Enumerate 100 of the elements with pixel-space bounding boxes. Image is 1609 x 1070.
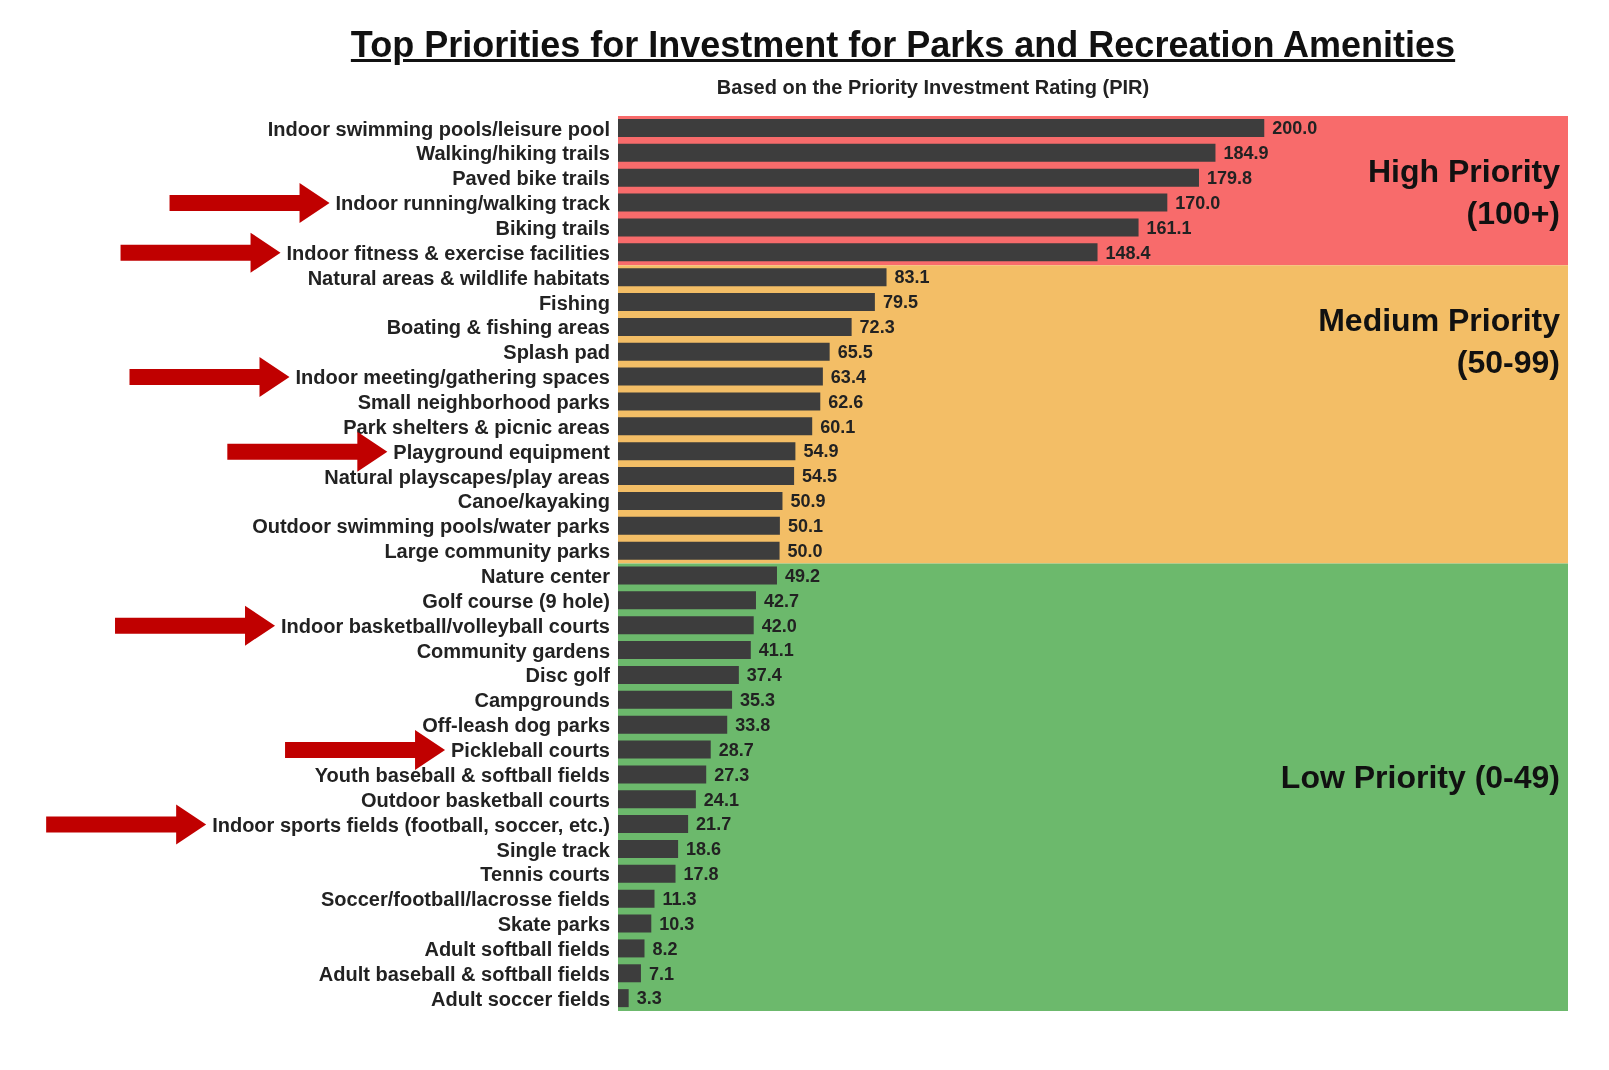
y-tick-label: Playground equipment [393, 440, 611, 463]
data-label: 28.7 [718, 739, 754, 760]
data-label: 179.8 [1206, 168, 1253, 189]
bar [618, 815, 689, 834]
bar [618, 914, 652, 933]
y-tick-label: Youth baseball & softball fields [314, 763, 610, 786]
data-label: 37.4 [746, 665, 782, 686]
data-label: 148.4 [1105, 242, 1151, 263]
bar [618, 491, 783, 510]
data-label: 200.0 [1272, 118, 1318, 139]
data-label: 42.0 [761, 615, 797, 636]
y-tick-label: Boating & fishing areas [386, 316, 610, 339]
data-label: 184.9 [1223, 143, 1269, 164]
y-tick-label: Adult soccer fields [431, 987, 610, 1010]
bar [618, 964, 641, 983]
y-tick-label: Outdoor swimming pools/water parks [252, 515, 610, 538]
data-label: 10.3 [659, 913, 695, 934]
data-label: 62.6 [828, 391, 864, 412]
y-tick-label: Small neighborhood parks [357, 391, 610, 413]
band-label: Medium Priority (50-99) [1318, 302, 1561, 380]
bar [618, 367, 823, 386]
bar [618, 218, 1139, 237]
bar [618, 839, 679, 858]
data-label: 65.5 [837, 342, 873, 363]
chart-title: Top Priorities for Investment for Parks and Recreation Amenities [349, 23, 1457, 66]
bar [618, 193, 1168, 212]
y-tick-label: Adult softball fields [424, 937, 610, 960]
bar [618, 516, 780, 535]
data-label: 3.3 [636, 988, 662, 1009]
bar [618, 119, 1265, 137]
data-label: 83.1 [894, 267, 930, 288]
data-label: 50.9 [790, 491, 826, 512]
bar [618, 168, 1199, 187]
bar [618, 715, 728, 734]
y-tick-label: Off-leash dog parks [422, 714, 610, 737]
y-tick-label: Park shelters & picnic areas [343, 415, 610, 438]
y-tick-label: Fishing [538, 291, 610, 314]
bar [618, 690, 733, 709]
data-label: 21.7 [696, 814, 732, 835]
data-label: 17.8 [683, 864, 719, 885]
bar [618, 939, 645, 958]
data-label: 24.1 [703, 789, 739, 810]
bar [618, 243, 1098, 262]
bar [618, 541, 780, 560]
data-label: 42.7 [763, 590, 800, 611]
bar [618, 293, 875, 312]
y-tick-label: Soccer/football/lacrosse fields [321, 888, 610, 911]
data-label: 35.3 [740, 690, 776, 711]
chart-subtitle: Based on the Priority Investment Rating (PIR) [715, 76, 1151, 99]
y-tick-label: Large community parks [384, 540, 610, 563]
bar [618, 665, 739, 684]
bar [618, 392, 821, 411]
y-tick-label: Indoor basketball/volleyball courts [281, 614, 610, 637]
y-tick-label: Outdoor basketball courts [361, 788, 610, 811]
bar [618, 641, 751, 660]
bar [618, 864, 676, 883]
y-tick-label: Skate parks [497, 913, 610, 936]
data-label: 54.5 [802, 466, 838, 487]
data-label: 49.2 [784, 565, 821, 586]
band-label: High Priority (100+) [1367, 153, 1561, 231]
bar [618, 467, 795, 486]
bar [618, 989, 629, 1008]
y-tick-label: Paved bike trails [452, 167, 610, 190]
bar [618, 740, 711, 759]
data-label: 41.1 [758, 640, 794, 661]
y-tick-label: Natural playscapes/play areas [324, 465, 610, 488]
band-label: Low Priority (0-49) [1280, 759, 1560, 796]
y-tick-label: Natural areas & wildlife habitats [307, 266, 610, 289]
data-label: 50.1 [787, 516, 823, 537]
y-tick-label: Campgrounds [474, 689, 610, 712]
y-tick-label: Splash pad [503, 341, 610, 364]
bar [618, 342, 830, 361]
y-tick-label: Tennis courts [480, 863, 610, 886]
y-tick-label: Indoor meeting/gathering spaces [295, 366, 610, 389]
y-tick-label: Community gardens [416, 639, 610, 662]
data-label: 79.5 [882, 292, 918, 313]
y-tick-label: Adult baseball & softball fields [318, 962, 610, 985]
data-label: 18.6 [686, 839, 722, 860]
y-tick-label: Indoor sports fields (football, soccer, etc.) [212, 813, 610, 836]
data-label: 72.3 [859, 317, 895, 338]
data-label: 161.1 [1146, 217, 1192, 238]
data-label: 11.3 [662, 888, 697, 909]
data-label: 27.3 [714, 764, 750, 785]
y-tick-label: Canoe/kayaking [457, 490, 610, 513]
data-label: 8.2 [652, 938, 678, 959]
bar [618, 417, 813, 436]
data-label: 60.1 [820, 416, 856, 437]
y-tick-label: Golf course (9 hole) [422, 589, 610, 612]
y-tick-label: Indoor running/walking track [335, 192, 611, 215]
bar [618, 143, 1216, 162]
data-label: 170.0 [1175, 192, 1221, 213]
data-label: 7.1 [648, 963, 674, 984]
bar [618, 317, 852, 336]
bar [618, 765, 707, 784]
bar [618, 442, 796, 461]
bar [618, 268, 887, 287]
bar [618, 566, 777, 585]
data-label: 33.8 [735, 714, 771, 735]
data-label: 54.9 [803, 441, 839, 462]
y-tick-label: Indoor swimming pools/leisure pool [267, 117, 610, 140]
